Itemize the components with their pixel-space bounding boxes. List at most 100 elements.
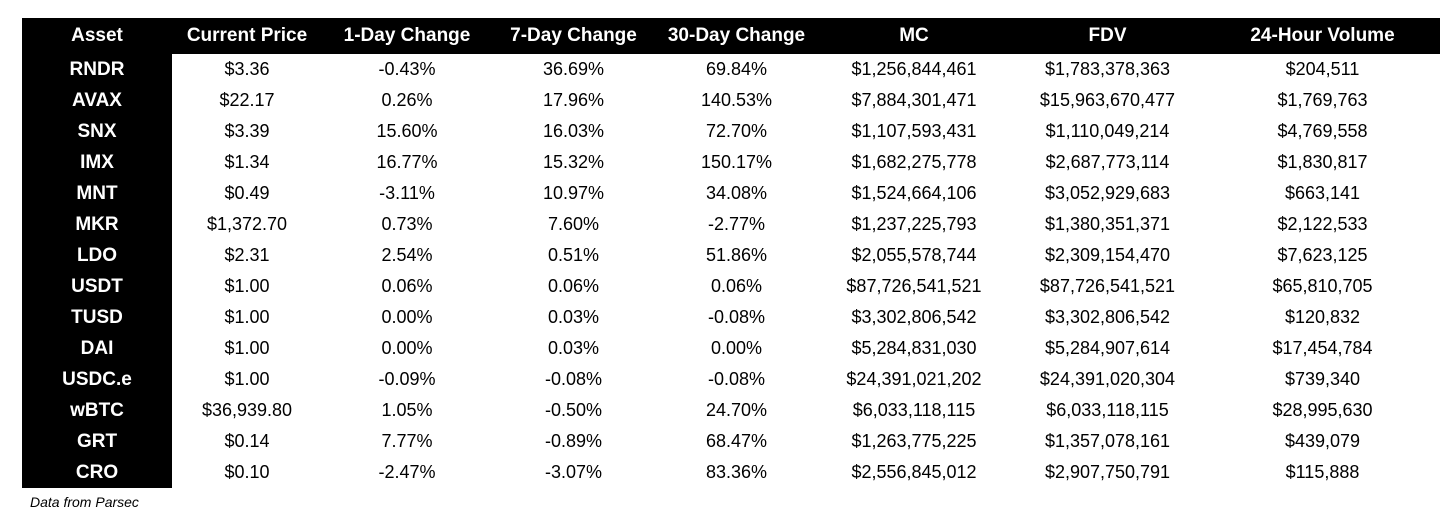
cell-mc: $1,237,225,793 [818, 209, 1010, 240]
cell-7-day-change: 17.96% [492, 85, 655, 116]
cell-mc: $1,682,275,778 [818, 147, 1010, 178]
table-row: USDT $1.00 0.06% 0.06% 0.06% $87,726,541,521 $… [22, 271, 1440, 302]
cell-30-day-change: 150.17% [655, 147, 818, 178]
column-header-fdv: FDV [1010, 18, 1205, 54]
cell-7-day-change: -0.08% [492, 364, 655, 395]
cell-7-day-change: 36.69% [492, 54, 655, 85]
cell-fdv: $87,726,541,521 [1010, 271, 1205, 302]
cell-24-hour-volume: $4,769,558 [1205, 116, 1440, 147]
cell-30-day-change: 83.36% [655, 457, 818, 488]
cell-mc: $87,726,541,521 [818, 271, 1010, 302]
cell-1-day-change: 1.05% [322, 395, 492, 426]
cell-1-day-change: 2.54% [322, 240, 492, 271]
cell-current-price: $1.00 [172, 364, 322, 395]
crypto-price-table: Asset Current Price 1-Day Change 7-Day Chan… [22, 18, 1440, 488]
column-header-7-day-change: 7-Day Change [492, 18, 655, 54]
cell-fdv: $1,357,078,161 [1010, 426, 1205, 457]
cell-mc: $2,055,578,744 [818, 240, 1010, 271]
column-header-1-day-change: 1-Day Change [322, 18, 492, 54]
table-row: IMX $1.34 16.77% 15.32% 150.17% $1,682,275,77… [22, 147, 1440, 178]
cell-1-day-change: 16.77% [322, 147, 492, 178]
cell-current-price: $36,939.80 [172, 395, 322, 426]
cell-7-day-change: -0.89% [492, 426, 655, 457]
column-header-30-day-change: 30-Day Change [655, 18, 818, 54]
cell-30-day-change: -2.77% [655, 209, 818, 240]
asset-name-cell: CRO [22, 457, 172, 488]
table-row: GRT $0.14 7.77% -0.89% 68.47% $1,263,775,225 $… [22, 426, 1440, 457]
cell-1-day-change: 0.26% [322, 85, 492, 116]
cell-24-hour-volume: $204,511 [1205, 54, 1440, 85]
table-row: AVAX $22.17 0.26% 17.96% 140.53% $7,884,301,4… [22, 85, 1440, 116]
cell-1-day-change: -0.09% [322, 364, 492, 395]
table-row: RNDR $3.36 -0.43% 36.69% 69.84% $1,256,844,46… [22, 54, 1440, 85]
price-table-frame: Asset Current Price 1-Day Change 7-Day Chan… [22, 18, 1440, 488]
cell-30-day-change: 140.53% [655, 85, 818, 116]
cell-7-day-change: 16.03% [492, 116, 655, 147]
cell-1-day-change: -2.47% [322, 457, 492, 488]
cell-fdv: $2,309,154,470 [1010, 240, 1205, 271]
table-row: LDO $2.31 2.54% 0.51% 51.86% $2,055,578,744 $2… [22, 240, 1440, 271]
asset-name-cell: LDO [22, 240, 172, 271]
cell-current-price: $1.00 [172, 271, 322, 302]
table-row: MKR $1,372.70 0.73% 7.60% -2.77% $1,237,225,7… [22, 209, 1440, 240]
cell-7-day-change: -0.50% [492, 395, 655, 426]
cell-mc: $3,302,806,542 [818, 302, 1010, 333]
asset-name-cell: wBTC [22, 395, 172, 426]
asset-name-cell: IMX [22, 147, 172, 178]
cell-mc: $5,284,831,030 [818, 333, 1010, 364]
cell-current-price: $1,372.70 [172, 209, 322, 240]
cell-fdv: $2,907,750,791 [1010, 457, 1205, 488]
cell-1-day-change: 0.73% [322, 209, 492, 240]
cell-fdv: $3,302,806,542 [1010, 302, 1205, 333]
cell-24-hour-volume: $7,623,125 [1205, 240, 1440, 271]
cell-30-day-change: 69.84% [655, 54, 818, 85]
table-row: MNT $0.49 -3.11% 10.97% 34.08% $1,524,664,106… [22, 178, 1440, 209]
cell-7-day-change: 7.60% [492, 209, 655, 240]
cell-mc: $1,263,775,225 [818, 426, 1010, 457]
cell-7-day-change: 0.03% [492, 302, 655, 333]
asset-name-cell: DAI [22, 333, 172, 364]
cell-mc: $7,884,301,471 [818, 85, 1010, 116]
cell-current-price: $3.39 [172, 116, 322, 147]
cell-current-price: $1.00 [172, 302, 322, 333]
column-header-asset: Asset [22, 18, 172, 54]
asset-name-cell: MKR [22, 209, 172, 240]
data-source-note: Data from Parsec [30, 494, 139, 510]
cell-24-hour-volume: $115,888 [1205, 457, 1440, 488]
cell-1-day-change: 0.00% [322, 333, 492, 364]
table-row: USDC.e $1.00 -0.09% -0.08% -0.08% $24,391,021… [22, 364, 1440, 395]
cell-30-day-change: 24.70% [655, 395, 818, 426]
cell-7-day-change: 0.06% [492, 271, 655, 302]
cell-current-price: $2.31 [172, 240, 322, 271]
cell-24-hour-volume: $1,769,763 [1205, 85, 1440, 116]
column-header-current-price: Current Price [172, 18, 322, 54]
table-row: DAI $1.00 0.00% 0.03% 0.00% $5,284,831,030 $5,… [22, 333, 1440, 364]
cell-1-day-change: -3.11% [322, 178, 492, 209]
cell-1-day-change: 0.06% [322, 271, 492, 302]
cell-7-day-change: 15.32% [492, 147, 655, 178]
cell-30-day-change: 51.86% [655, 240, 818, 271]
cell-30-day-change: -0.08% [655, 364, 818, 395]
cell-24-hour-volume: $120,832 [1205, 302, 1440, 333]
cell-24-hour-volume: $1,830,817 [1205, 147, 1440, 178]
table-row: wBTC $36,939.80 1.05% -0.50% 24.70% $6,033,11… [22, 395, 1440, 426]
asset-name-cell: USDC.e [22, 364, 172, 395]
cell-7-day-change: 10.97% [492, 178, 655, 209]
asset-name-cell: TUSD [22, 302, 172, 333]
cell-30-day-change: 0.00% [655, 333, 818, 364]
cell-fdv: $15,963,670,477 [1010, 85, 1205, 116]
cell-24-hour-volume: $663,141 [1205, 178, 1440, 209]
asset-name-cell: GRT [22, 426, 172, 457]
cell-fdv: $5,284,907,614 [1010, 333, 1205, 364]
cell-fdv: $2,687,773,114 [1010, 147, 1205, 178]
cell-mc: $1,524,664,106 [818, 178, 1010, 209]
cell-24-hour-volume: $17,454,784 [1205, 333, 1440, 364]
cell-30-day-change: 68.47% [655, 426, 818, 457]
cell-1-day-change: 15.60% [322, 116, 492, 147]
cell-fdv: $1,110,049,214 [1010, 116, 1205, 147]
cell-24-hour-volume: $739,340 [1205, 364, 1440, 395]
table-row: SNX $3.39 15.60% 16.03% 72.70% $1,107,593,431… [22, 116, 1440, 147]
cell-30-day-change: -0.08% [655, 302, 818, 333]
cell-7-day-change: 0.51% [492, 240, 655, 271]
cell-1-day-change: 0.00% [322, 302, 492, 333]
